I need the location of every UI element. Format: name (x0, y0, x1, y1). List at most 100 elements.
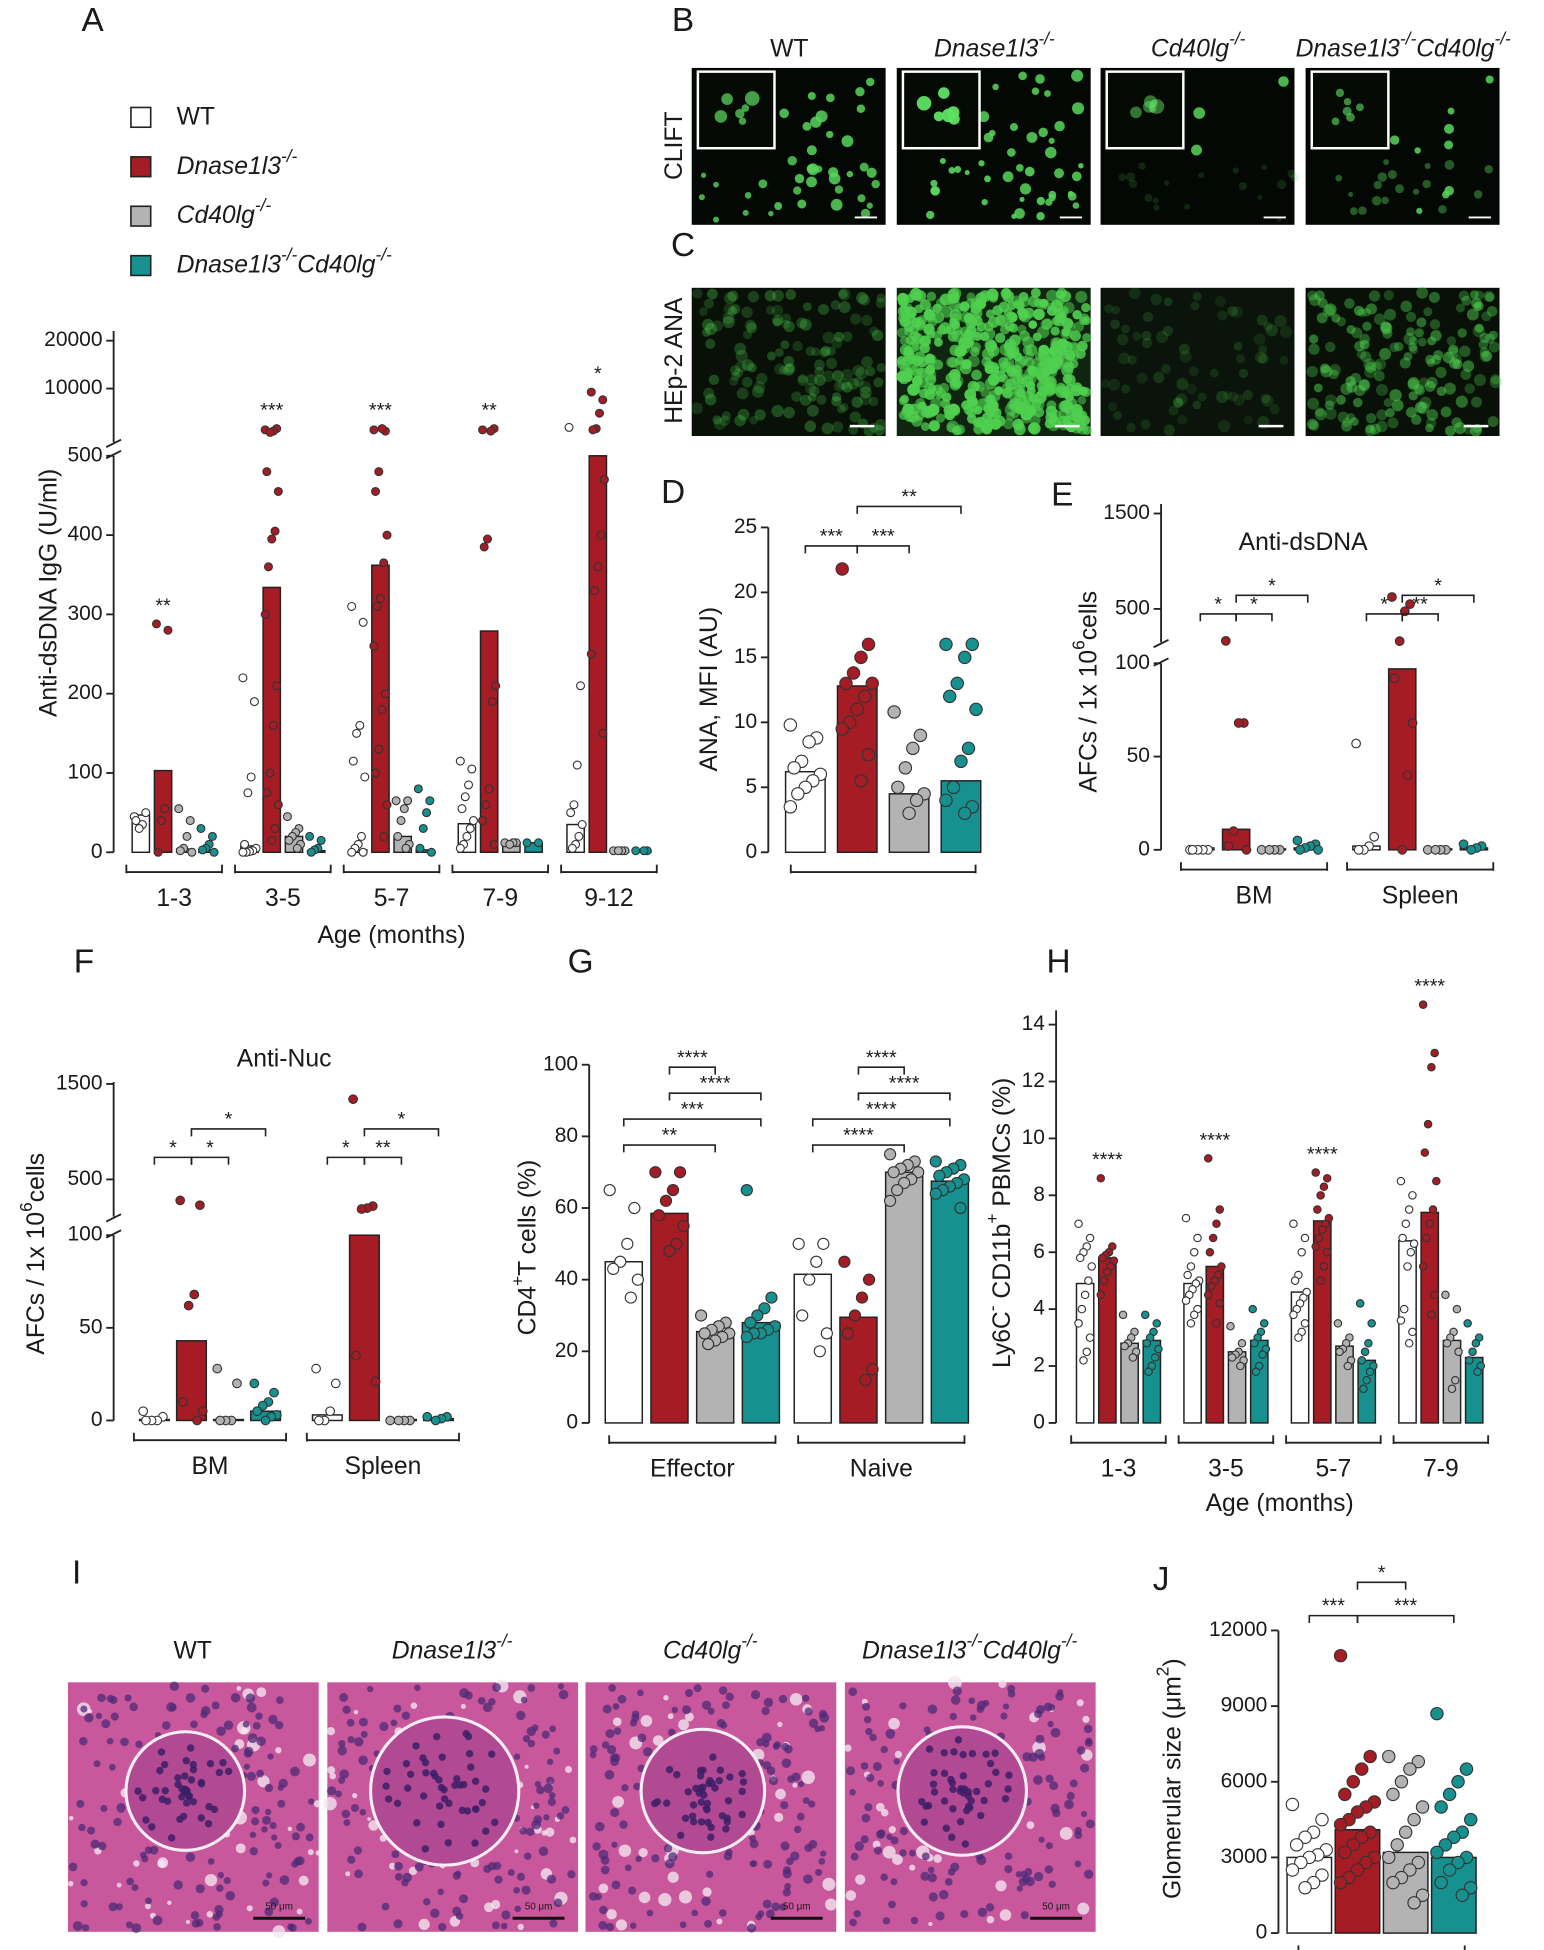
data-point (1098, 1253, 1107, 1263)
cell (1276, 179, 1287, 190)
axis-break (1153, 657, 1169, 667)
cell (772, 314, 784, 326)
nucleus (1004, 1852, 1013, 1860)
data-point (854, 650, 868, 665)
cell (1009, 123, 1019, 132)
lumen (892, 1854, 903, 1865)
cell (1078, 162, 1084, 169)
nucleus (1076, 1746, 1086, 1755)
text-part: Glomerular size (μm (1159, 1676, 1186, 1899)
data-point (1338, 1787, 1352, 1802)
cell (806, 145, 817, 156)
cell (1035, 74, 1045, 84)
nucleus (421, 1758, 430, 1767)
cell (1380, 321, 1392, 333)
data-point (1463, 1880, 1478, 1895)
cell (920, 422, 930, 431)
nucleus (269, 1897, 279, 1907)
superscript: -/- (496, 1630, 513, 1650)
nucleus (125, 1921, 133, 1929)
data-point (835, 722, 849, 736)
data-point (586, 649, 596, 659)
cell (970, 307, 983, 320)
cell (820, 345, 831, 357)
nucleus (210, 1805, 219, 1814)
cell (1356, 103, 1364, 112)
x-tick-label: Naive (850, 1455, 913, 1482)
lumen (618, 1844, 632, 1857)
data-point (1236, 1361, 1245, 1371)
nucleus (534, 1781, 542, 1788)
cell (1018, 402, 1029, 413)
nucleus (453, 1775, 461, 1783)
cell (1047, 354, 1061, 367)
cell (970, 382, 981, 392)
data-point (1404, 1339, 1414, 1348)
data-point (522, 838, 532, 848)
cell (1028, 366, 1039, 377)
nucleus (186, 1744, 195, 1752)
data-point (325, 1406, 336, 1417)
nucleus (445, 1799, 453, 1808)
lumen (235, 1843, 246, 1854)
cell (1443, 382, 1456, 395)
data-point (1183, 1270, 1192, 1280)
cell (814, 366, 825, 377)
cell (1216, 390, 1229, 404)
data-point (1085, 1233, 1095, 1243)
data-point (430, 1415, 441, 1426)
text-part: WT (177, 103, 215, 130)
x-tick-label: BM (191, 1453, 228, 1480)
cell (826, 130, 834, 139)
data-point (1423, 1119, 1433, 1129)
cell (847, 378, 860, 390)
cell (1426, 417, 1437, 429)
nucleus (697, 1798, 706, 1806)
cell (1217, 310, 1228, 321)
data-point (887, 705, 901, 719)
data-point (1318, 1225, 1327, 1234)
cell (1473, 190, 1483, 199)
data-point (1096, 1173, 1106, 1183)
cell (926, 291, 937, 302)
superscript: -/- (1229, 28, 1246, 48)
cell (932, 359, 944, 371)
cell (1380, 322, 1393, 335)
cell (849, 313, 862, 325)
cell (1313, 383, 1323, 393)
comparison-label: *** (872, 526, 895, 548)
data-point (1152, 1319, 1162, 1328)
cell (1448, 344, 1459, 355)
cell (1416, 207, 1423, 215)
cell (1141, 337, 1153, 349)
chart-title: Anti-Nuc (237, 1045, 332, 1072)
cell (1218, 419, 1231, 433)
lumen (313, 1800, 321, 1808)
cell (1014, 420, 1025, 431)
comparison-label: * (169, 1137, 177, 1159)
nucleus (527, 1684, 536, 1692)
data-point (1258, 1350, 1267, 1359)
cell (1426, 358, 1436, 368)
cell (1054, 168, 1064, 179)
nucleus (749, 1834, 756, 1842)
cell (807, 91, 816, 100)
nucleus (980, 1796, 988, 1805)
nucleus (773, 1741, 781, 1749)
nucleus (608, 1684, 616, 1692)
cell (1009, 334, 1021, 347)
data-point (1387, 592, 1397, 602)
data-point (1212, 1219, 1221, 1229)
nucleus (611, 1880, 621, 1890)
nucleus (588, 1892, 598, 1901)
data-point (489, 839, 499, 849)
cell (828, 172, 841, 185)
cell (1413, 188, 1420, 195)
nucleus (927, 1873, 937, 1883)
cell (1192, 292, 1202, 301)
cell (1214, 295, 1226, 307)
y-axis-label: Glomerular size (μm2) (1152, 1658, 1186, 1899)
nucleus (482, 1827, 490, 1835)
nucleus (1069, 1779, 1078, 1788)
cell (994, 370, 1007, 383)
